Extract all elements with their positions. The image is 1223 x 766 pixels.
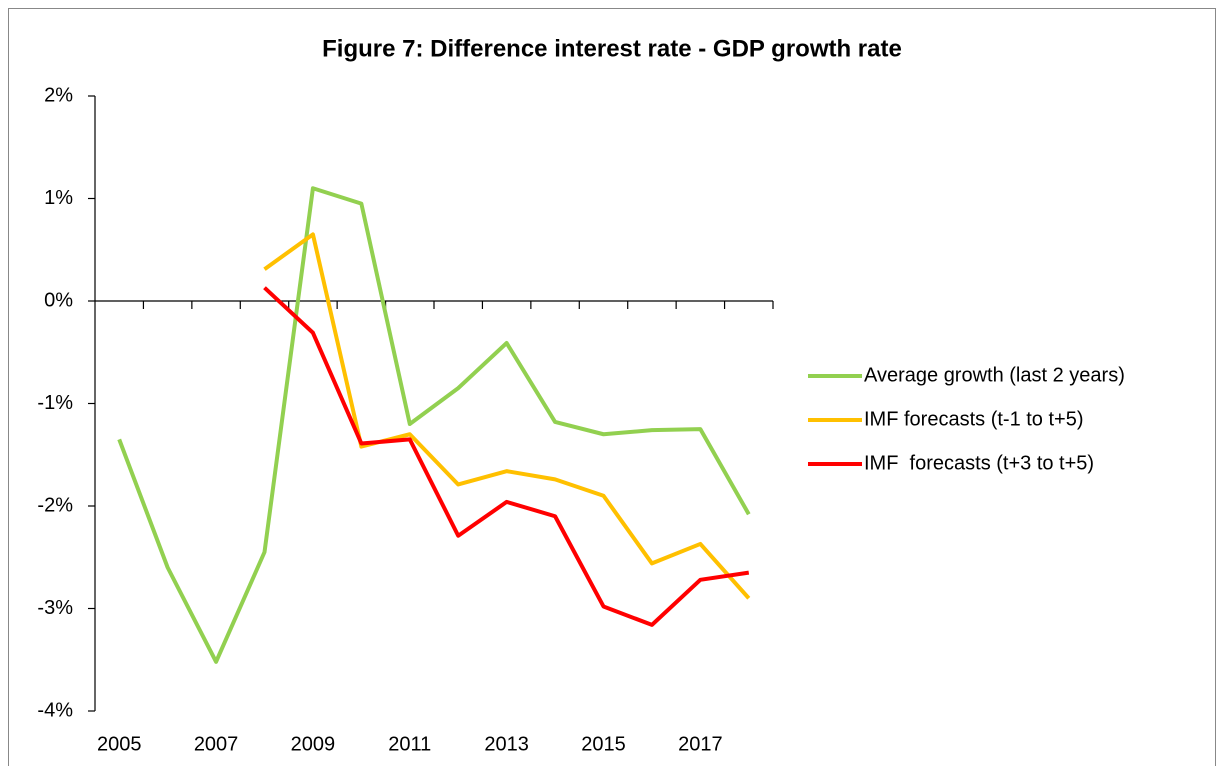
line-series <box>263 286 750 627</box>
y-tick-label: -4% <box>37 699 73 721</box>
y-tick-label: 1% <box>44 187 73 209</box>
legend-label: Average growth (last 2 years) <box>864 364 1125 386</box>
chart-title: Figure 7: Difference interest rate - GDP… <box>322 35 902 62</box>
y-tick-label: -3% <box>37 597 73 619</box>
x-tick-label: 2005 <box>97 733 142 755</box>
chart-border <box>8 8 1216 766</box>
x-tick-label: 2013 <box>484 733 529 755</box>
legend-label: IMF forecasts (t-1 to t+5) <box>864 408 1084 430</box>
line-series <box>117 186 751 664</box>
legend-label: IMF forecasts (t+3 to t+5) <box>864 452 1094 474</box>
x-tick-label: 2011 <box>388 733 431 755</box>
y-tick-label: -1% <box>37 392 73 414</box>
x-tick-label: 2017 <box>678 733 723 755</box>
line-series <box>263 232 751 600</box>
y-tick-label: 0% <box>44 289 73 311</box>
x-tick-label: 2015 <box>581 733 626 755</box>
y-tick-label: -2% <box>37 494 73 516</box>
x-tick-label: 2007 <box>194 733 239 755</box>
x-tick-label: 2009 <box>291 733 336 755</box>
y-tick-label: 2% <box>44 84 73 106</box>
